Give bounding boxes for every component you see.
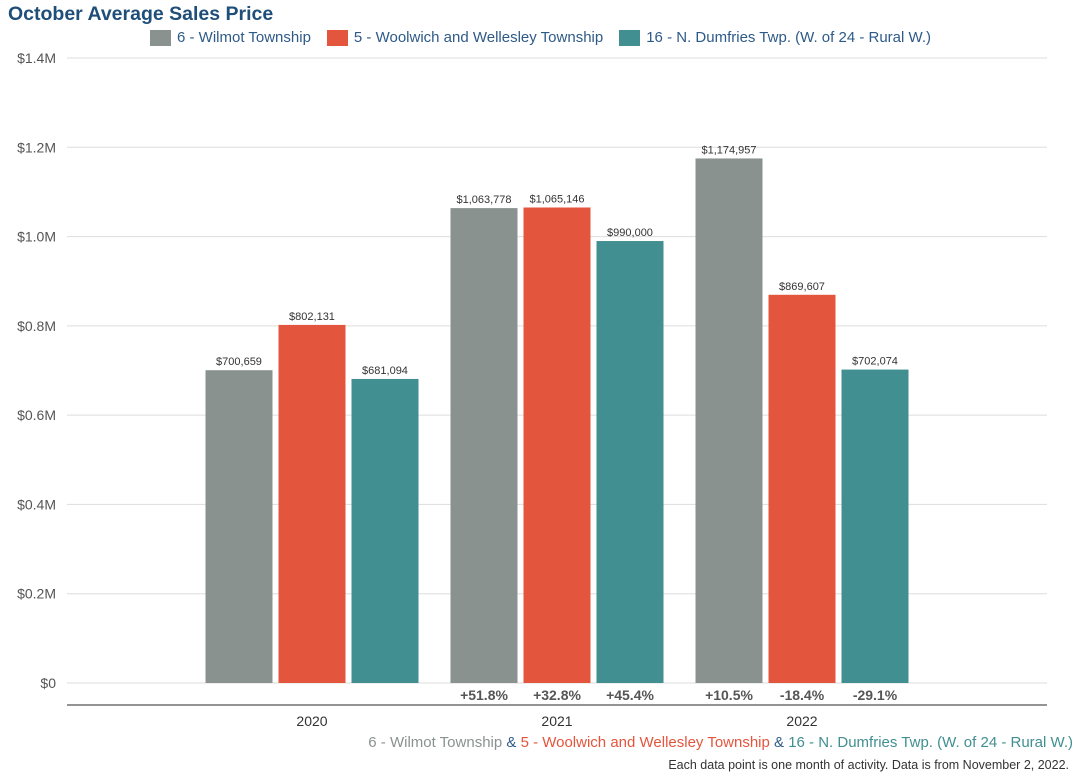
bar-value-label: $1,063,778: [456, 194, 511, 206]
bar-wilmot-2022: [695, 158, 763, 683]
percent-change-label: +10.5%: [705, 687, 753, 703]
y-tick-label: $0.2M: [17, 586, 56, 602]
legend-swatch-dumfries: [619, 29, 641, 46]
percent-change-label: +32.8%: [533, 687, 581, 703]
bar-value-label: $681,094: [362, 365, 408, 377]
chart-legend: 6 - Wilmot Township 5 - Woolwich and Wel…: [0, 29, 1081, 46]
bar-dumfries-2021: [596, 241, 664, 684]
x-tick-label: 2021: [541, 713, 572, 729]
legend-item-dumfries[interactable]: 16 - N. Dumfries Twp. (W. of 24 - Rural …: [619, 29, 931, 46]
bar-value-label: $1,065,146: [529, 193, 584, 205]
legend-swatch-wilmot: [149, 29, 171, 46]
percent-change-label: +51.8%: [460, 687, 508, 703]
x-tick-label: 2020: [296, 713, 327, 729]
y-tick-label: $0.6M: [17, 407, 56, 423]
percent-change-label: +45.4%: [606, 687, 654, 703]
bar-value-label: $869,607: [779, 281, 825, 293]
percent-change-label: -18.4%: [780, 687, 825, 703]
bar-value-label: $990,000: [607, 227, 653, 239]
percent-change-label: -29.1%: [853, 687, 898, 703]
legend-item-wilmot[interactable]: 6 - Wilmot Township: [149, 29, 311, 46]
footer-separator: &: [502, 734, 521, 751]
footer-series-woolwich: 5 - Woolwich and Wellesley Township: [520, 734, 770, 751]
bar-dumfries-2022: [841, 369, 909, 683]
bar-wilmot-2020: [205, 370, 273, 683]
legend-swatch-woolwich: [326, 29, 348, 46]
legend-label-woolwich: 5 - Woolwich and Wellesley Township: [353, 29, 604, 46]
legend-label-dumfries: 16 - N. Dumfries Twp. (W. of 24 - Rural …: [646, 29, 932, 46]
x-tick-label: 2022: [786, 713, 817, 729]
bar-wilmot-2021: [450, 208, 518, 683]
bar-woolwich-2021: [523, 207, 591, 683]
y-tick-label: $1.4M: [17, 50, 56, 66]
footer-separator: &: [769, 734, 789, 751]
footer-series-wilmot: 6 - Wilmot Township: [368, 734, 503, 751]
legend-label-wilmot: 6 - Wilmot Township: [176, 29, 311, 46]
y-tick-label: $0.8M: [17, 318, 56, 334]
footer-series-dumfries: 16 - N. Dumfries Twp. (W. of 24 - Rural …: [788, 734, 1073, 751]
bar-value-label: $702,074: [852, 356, 898, 368]
bar-value-label: $700,659: [216, 356, 262, 368]
footer-note: Each data point is one month of activity…: [668, 758, 1069, 772]
y-tick-label: $1.0M: [17, 229, 56, 245]
y-tick-label: $0.4M: [17, 496, 56, 512]
bar-woolwich-2022: [768, 294, 836, 683]
bar-value-label: $1,174,957: [701, 144, 756, 156]
y-tick-label: $1.2M: [17, 139, 56, 155]
footer-series-line: 6 - Wilmot Township & 5 - Woolwich and W…: [368, 734, 1073, 751]
bar-dumfries-2020: [351, 378, 419, 683]
bar-woolwich-2020: [278, 324, 346, 683]
bar-value-label: $802,131: [289, 311, 335, 323]
legend-item-woolwich[interactable]: 5 - Woolwich and Wellesley Township: [326, 29, 604, 46]
y-tick-label: $0: [40, 675, 56, 691]
chart-title: October Average Sales Price: [8, 3, 274, 25]
